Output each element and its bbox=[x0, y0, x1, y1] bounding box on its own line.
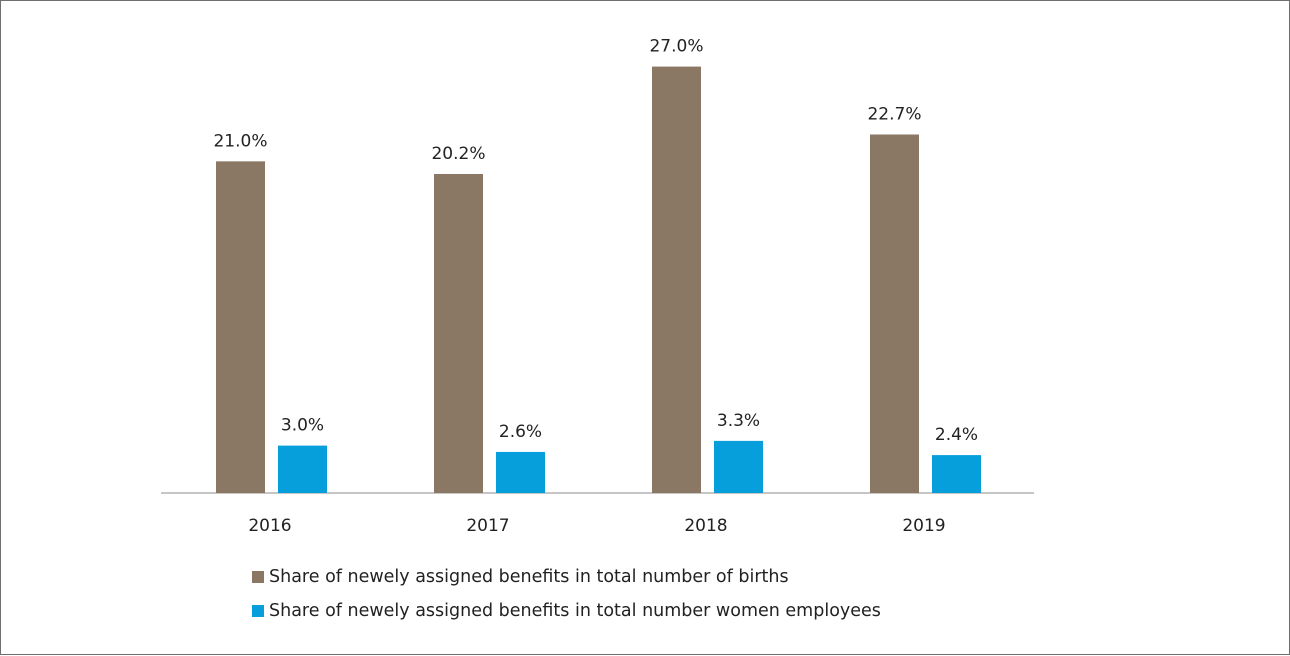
bar-women-employees-2019 bbox=[932, 455, 981, 493]
x-tick-label-2017: 2017 bbox=[466, 516, 509, 536]
data-label-births-2019: 22.7% bbox=[867, 104, 921, 124]
bar-women-employees-2016 bbox=[278, 445, 327, 493]
data-label-births-2018: 27.0% bbox=[649, 37, 703, 57]
data-label-women-employees-2016: 3.0% bbox=[281, 416, 324, 436]
legend-label-women-employees: Share of newely assigned benefits in tot… bbox=[269, 601, 881, 621]
bar-women-employees-2017 bbox=[496, 451, 545, 493]
data-label-women-employees-2018: 3.3% bbox=[717, 411, 760, 431]
legend-swatch-women-employees bbox=[252, 605, 264, 617]
x-tick-label-2016: 2016 bbox=[248, 516, 291, 536]
bar-births-2018 bbox=[652, 66, 701, 493]
data-label-women-employees-2017: 2.6% bbox=[499, 422, 542, 442]
data-label-women-employees-2019: 2.4% bbox=[935, 425, 978, 445]
data-label-births-2017: 20.2% bbox=[431, 144, 485, 164]
legend: Share of newely assigned benefits in tot… bbox=[252, 560, 881, 628]
bar-births-2017 bbox=[434, 173, 483, 493]
x-tick-label-2019: 2019 bbox=[902, 516, 945, 536]
bar-births-2019 bbox=[870, 134, 919, 493]
legend-item-women-employees: Share of newely assigned benefits in tot… bbox=[252, 594, 881, 628]
legend-label-births: Share of newely assigned benefits in tot… bbox=[269, 567, 789, 587]
legend-item-births: Share of newely assigned benefits in tot… bbox=[252, 560, 881, 594]
x-tick-label-2018: 2018 bbox=[684, 516, 727, 536]
bar-women-employees-2018 bbox=[714, 440, 763, 493]
legend-swatch-births bbox=[252, 571, 264, 583]
data-label-births-2016: 21.0% bbox=[213, 131, 267, 151]
bar-births-2016 bbox=[216, 161, 265, 493]
